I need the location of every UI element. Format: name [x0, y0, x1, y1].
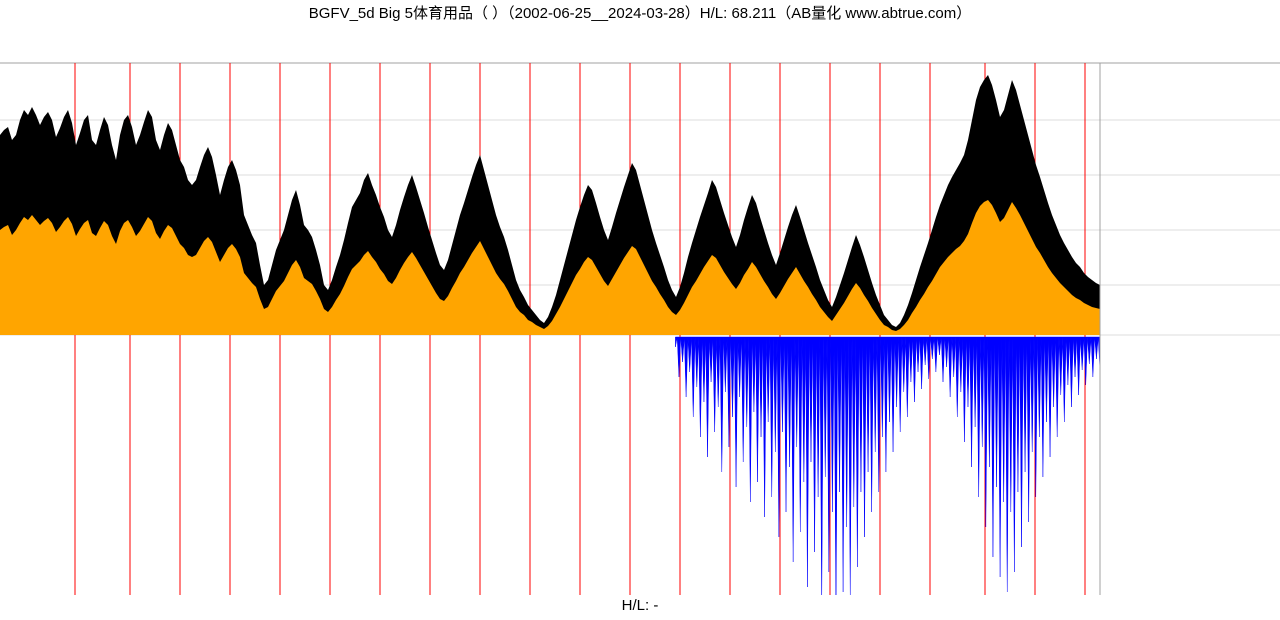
chart-title: BGFV_5d Big 5体育用品（ ）（2002-06-25__2024-03…: [0, 0, 1280, 25]
chart-plot-area: [0, 25, 1280, 595]
chart-footer-label: H/L: -: [0, 595, 1280, 614]
chart-svg: [0, 25, 1280, 595]
